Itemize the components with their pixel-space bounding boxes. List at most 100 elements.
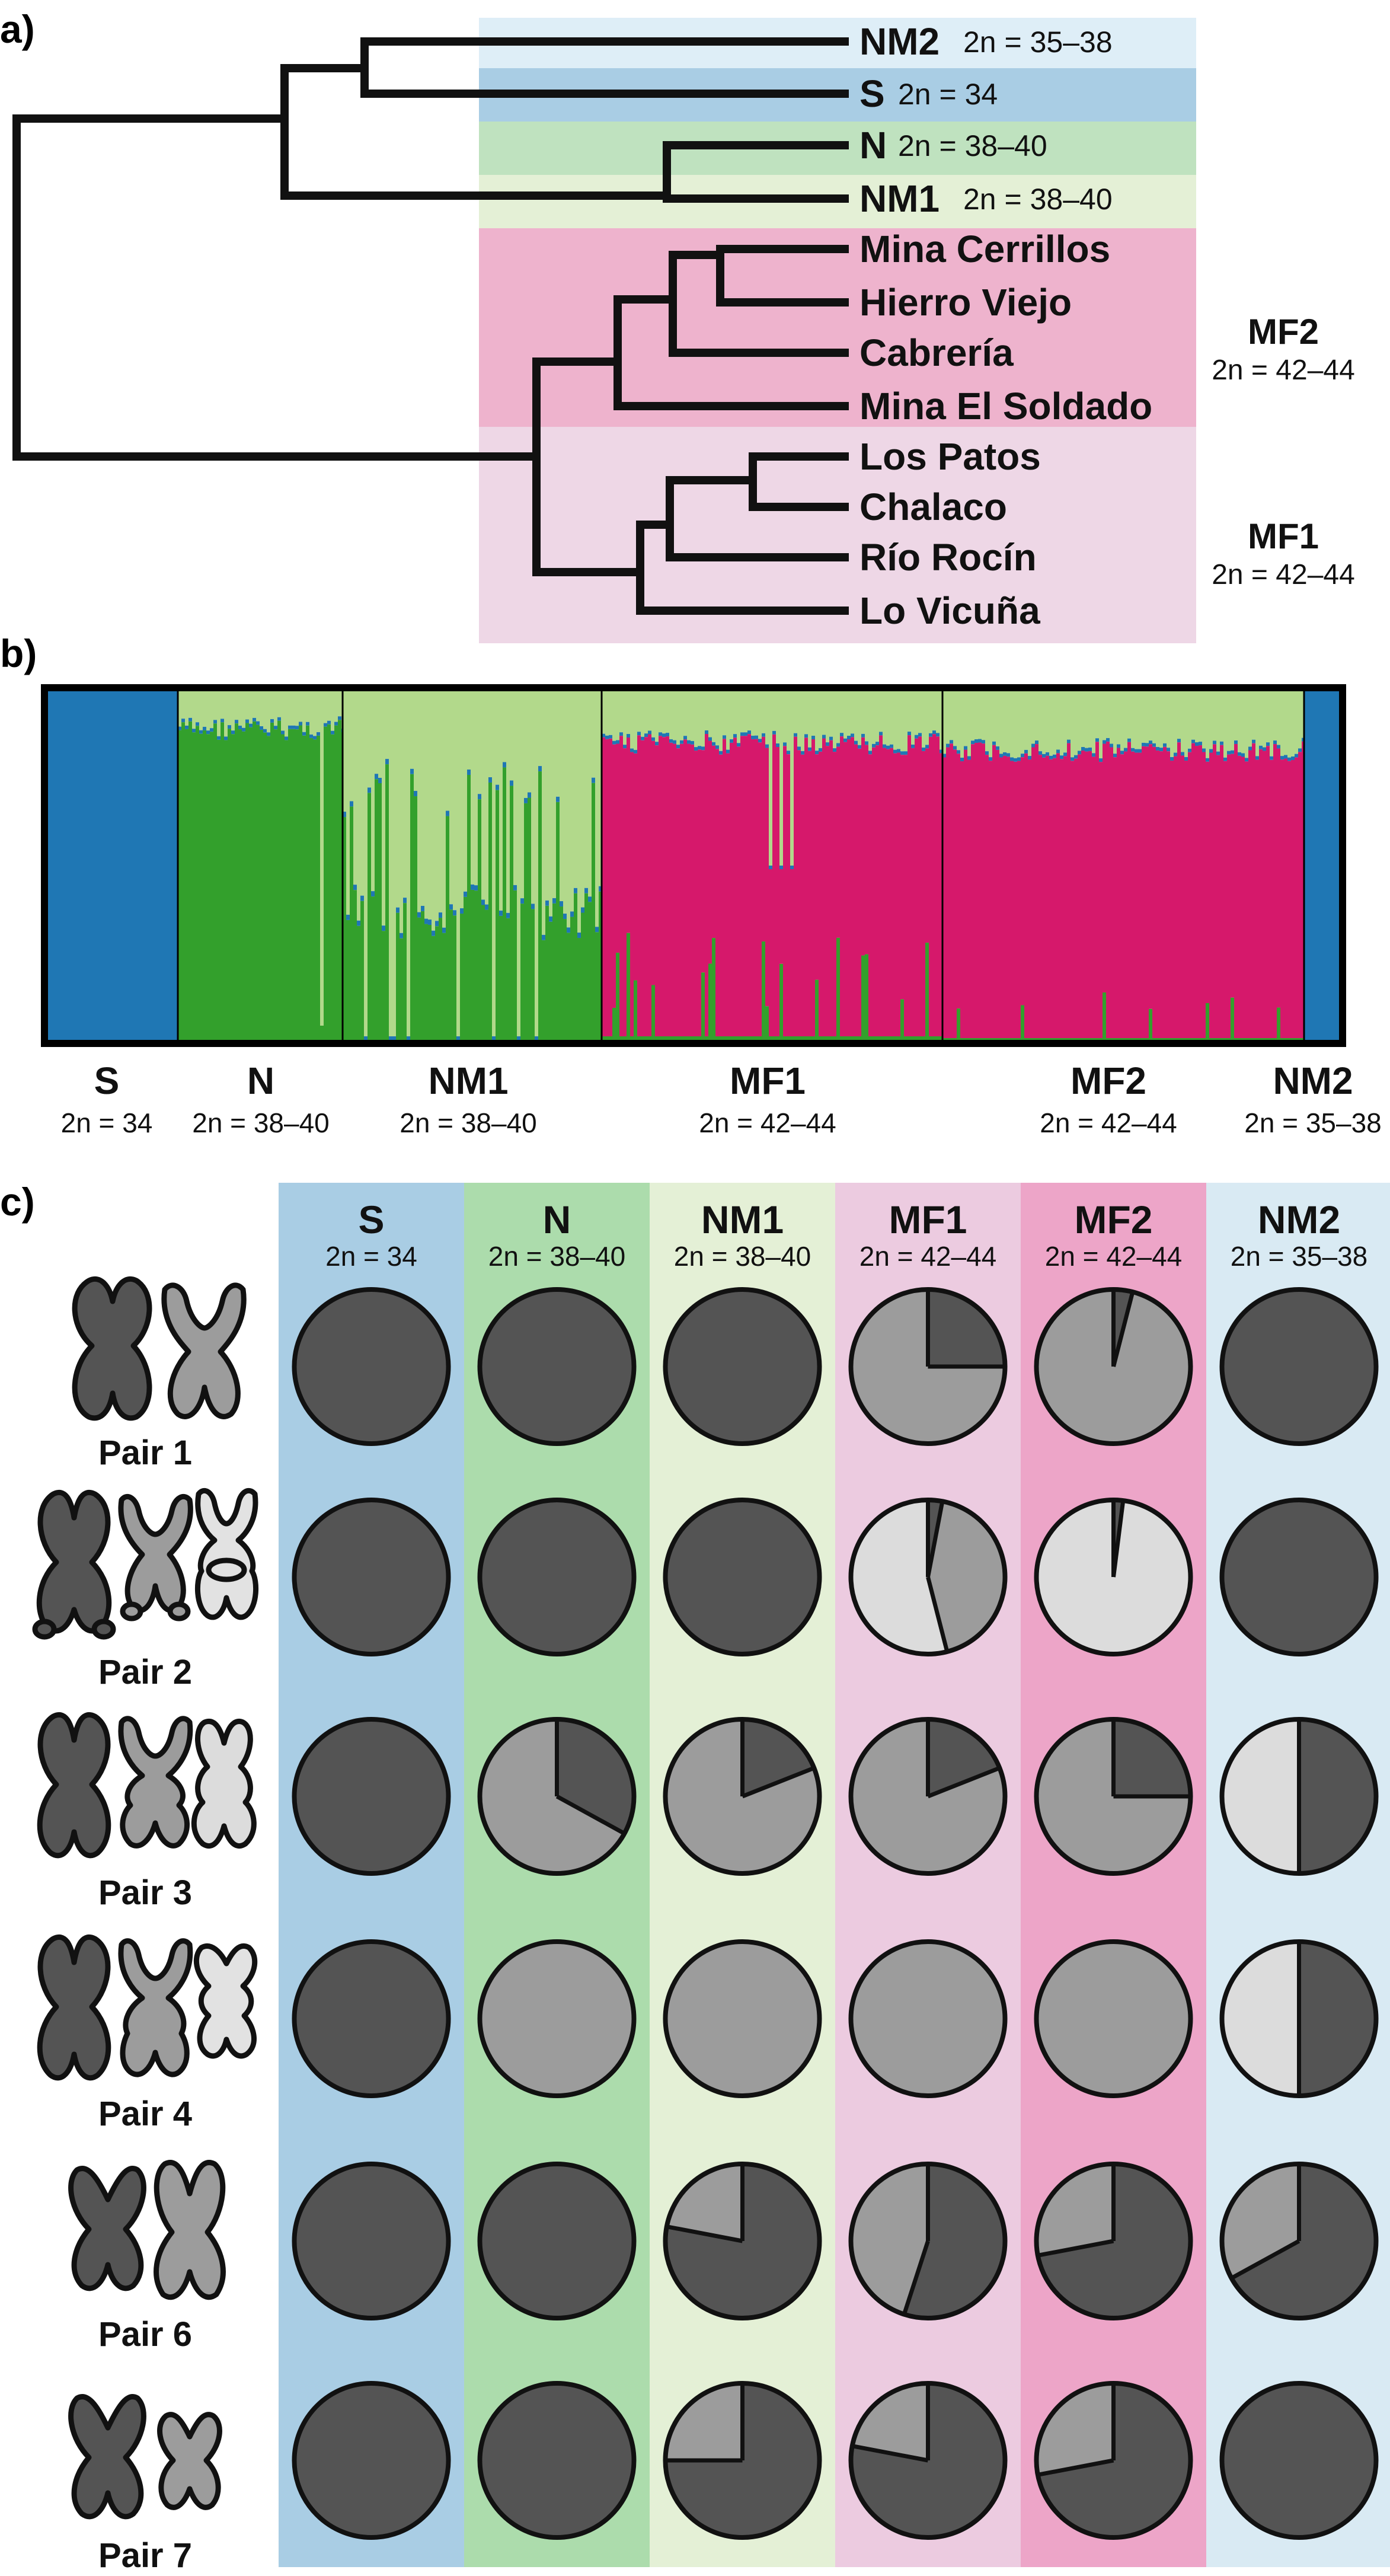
structure-bar-segment [531, 904, 535, 909]
structure-bar-segment [203, 730, 207, 1043]
structure-bar-segment [577, 688, 581, 933]
structure-bar-segment [851, 737, 855, 1036]
structure-bar-segment [911, 688, 915, 745]
structure-bar-segment [1024, 688, 1028, 750]
structure-bar-segment [897, 749, 901, 753]
structure-bar-segment [165, 690, 170, 1040]
structure-bar-segment [1298, 752, 1302, 1038]
structure-bar-segment [694, 688, 698, 748]
structure-bar-segment [392, 1036, 397, 1042]
structure-bar-segment [1049, 755, 1053, 759]
structure-bar-segment [1255, 756, 1260, 760]
structure-bar-segment [883, 688, 887, 745]
structure-bar-segment [1277, 1007, 1281, 1043]
structure-bar-segment [1113, 688, 1117, 754]
structure-cluster-diploid: 2n = 35–38 [1244, 1107, 1382, 1138]
structure-bar-segment [506, 688, 510, 913]
structure-bar-segment [48, 690, 52, 1040]
pie-slice [928, 1501, 1005, 1652]
structure-bar-segment [616, 688, 620, 740]
pair-label: Pair 6 [98, 2315, 192, 2354]
structure-bar-segment [1145, 688, 1149, 743]
structure-bar-segment [1245, 761, 1249, 1038]
structure-bar-segment [542, 940, 546, 1043]
structure-bar-segment [797, 750, 801, 1036]
structure-cluster-label: MF1 [730, 1059, 806, 1102]
taxon-diploid: 2n = 35–38 [963, 25, 1113, 59]
structure-bar-segment [206, 688, 210, 731]
structure-bar-segment [1231, 754, 1235, 998]
structure-bar-segment [324, 688, 328, 723]
structure-bar-segment [599, 891, 603, 1043]
structure-bar-segment [570, 911, 574, 917]
pair-label: Pair 2 [98, 1653, 192, 1691]
structure-bar-segment [1053, 754, 1057, 758]
structure-bar-segment [324, 726, 328, 1043]
structure-bar-segment [453, 688, 457, 911]
structure-bar-segment [691, 744, 695, 1036]
structure-bar-segment [719, 754, 723, 1036]
structure-bar-segment [563, 914, 567, 920]
structure-bar-segment [224, 736, 228, 740]
structure-bar-segment [1202, 688, 1206, 749]
phylogenetic-tree [12, 37, 849, 615]
tree-band [479, 427, 1196, 477]
structure-bar-segment [989, 757, 993, 761]
structure-bar-segment [192, 688, 196, 729]
structure-bar-segment [1199, 745, 1203, 1038]
structure-bar-segment [1238, 688, 1242, 752]
structure-bar-segment [776, 743, 780, 747]
structure-bar-segment [353, 890, 357, 1043]
structure-bar-segment [62, 690, 66, 1040]
structure-bar-segment [577, 938, 581, 1043]
structure-bar-segment [826, 742, 830, 746]
structure-bar-segment [1117, 688, 1121, 745]
structure-bar-segment [942, 754, 947, 758]
structure-bar-segment [346, 688, 350, 915]
structure-bar-segment [1095, 742, 1100, 1038]
structure-bar-segment [605, 739, 609, 1036]
structure-bar-segment [410, 774, 414, 1043]
structure-bar-segment [1245, 688, 1249, 758]
structure-bar-segment [449, 688, 453, 905]
structure-bar-segment [334, 725, 338, 1043]
structure-bar-segment [627, 738, 631, 933]
structure-bar-segment [1177, 688, 1181, 739]
structure-bar-segment [577, 933, 581, 939]
structure-bar-segment [1170, 688, 1174, 757]
structure-bar-segment [648, 730, 652, 735]
structure-bar-segment [1117, 748, 1121, 1038]
structure-bar-segment [755, 688, 759, 736]
structure-bar-segment [274, 688, 278, 726]
structure-bar-segment [911, 744, 915, 748]
structure-bar-segment [797, 746, 801, 751]
pie-slice [663, 1939, 822, 2098]
structure-bar-segment [256, 721, 260, 725]
structure-bar-segment [865, 745, 869, 955]
structure-bar-segment [751, 739, 755, 1036]
structure-bar-segment [599, 688, 603, 886]
structure-bar-segment [1199, 688, 1203, 742]
structure-bar-segment [203, 726, 207, 730]
tree-labels: NM2 2n = 35–38 S 2n = 34 N 2n = 38–40 NM1 2n = … [859, 20, 1152, 632]
structure-bar-segment [712, 742, 716, 746]
structure-bar-segment [1081, 751, 1085, 1038]
structure-bar-segment [1273, 744, 1277, 1038]
structure-bar-segment [893, 688, 897, 750]
structure-bar-segment [708, 688, 712, 738]
structure-bar-segment [1010, 757, 1014, 761]
structure-bar-segment [843, 738, 848, 742]
structure-bar-segment [1298, 748, 1302, 752]
structure-bar-segment [217, 739, 221, 1043]
structure-bar-segment [368, 688, 372, 788]
structure-bar-segment [499, 915, 503, 1043]
structure-bar-segment [616, 953, 620, 1043]
structure-bar-segment [535, 1036, 539, 1042]
structure-bar-segment [861, 688, 865, 734]
pie-column-header: NM2 [1258, 1198, 1340, 1241]
structure-bar-segment [960, 688, 964, 758]
structure-bar-segment [148, 690, 152, 1040]
structure-bar-segment [1103, 740, 1107, 744]
pie-slice [848, 1939, 1008, 2098]
structure-bar-segment [1245, 758, 1249, 762]
